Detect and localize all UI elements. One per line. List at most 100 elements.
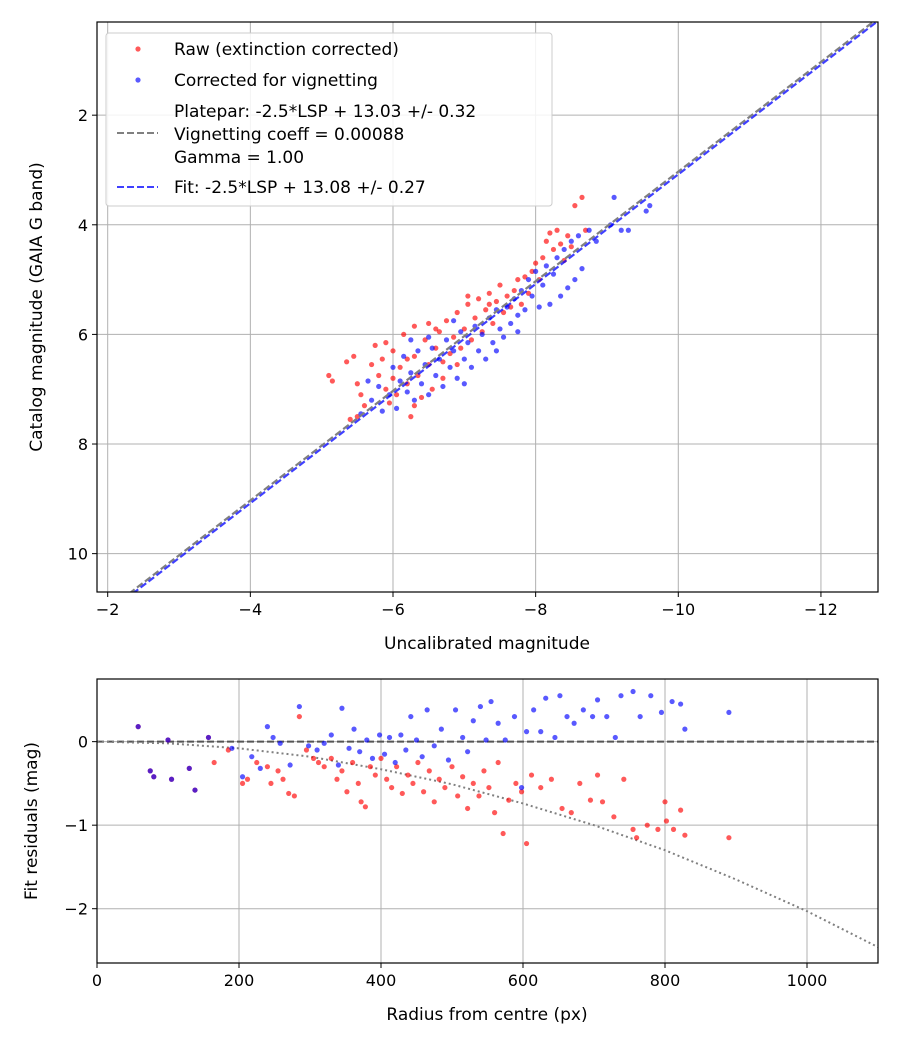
top-series-1-point	[433, 372, 439, 379]
top-series-1-point	[515, 329, 521, 335]
top-series-0-point	[522, 274, 528, 280]
legend-box	[105, 32, 553, 207]
top-series-0-point	[465, 301, 471, 307]
bottom-series-0-point	[460, 774, 466, 780]
top-series-0-point	[533, 260, 539, 266]
top-series-0-point	[433, 345, 439, 351]
top-series-0-point	[461, 326, 467, 332]
bottom-series-0-point	[486, 784, 492, 791]
bottom-series-1-point	[477, 703, 483, 710]
top-series-0-point	[454, 309, 460, 316]
top-series-1-point	[547, 301, 553, 307]
bottom-series-0-point	[389, 784, 395, 791]
top-series-0-point	[515, 276, 521, 283]
top-x-tick-label: −10	[661, 600, 695, 619]
top-series-1-point	[458, 329, 464, 335]
bottom-series-0-point	[513, 780, 519, 787]
top-series-1-point	[429, 345, 435, 351]
top-series-1-point	[493, 348, 500, 354]
bottom-x-tick-label: 0	[92, 971, 102, 990]
bottom-series-0-point	[211, 759, 217, 766]
bottom-series-0-point	[455, 793, 461, 799]
bottom-series-1-point	[270, 734, 276, 741]
bottom-series-0-point	[548, 776, 555, 782]
bottom-series-0-point	[358, 799, 364, 805]
bottom-series-1-point	[538, 729, 544, 735]
bottom-series-1-point	[229, 745, 235, 751]
bottom-plot-area	[97, 688, 878, 949]
top-series-0-point	[547, 230, 553, 236]
top-series-1-point	[368, 397, 375, 403]
top-series-1-point	[408, 337, 414, 343]
bottom-series-1-point	[357, 749, 363, 755]
top-series-1-point	[525, 276, 532, 283]
top-series-0-point	[465, 293, 471, 299]
bottom-series-0-point	[431, 799, 437, 805]
bottom-series-1-point	[328, 732, 334, 738]
bottom-series-0-point	[634, 835, 640, 841]
bottom-series-1-point	[151, 774, 157, 780]
bottom-series-1-point	[239, 774, 246, 780]
bottom-series-1-point	[165, 737, 171, 743]
top-series-1-point	[565, 285, 571, 291]
top-series-1-point	[579, 266, 585, 272]
bottom-series-1-point	[658, 709, 665, 716]
bottom-series-0-point	[339, 768, 345, 774]
top-series-0-point	[426, 320, 432, 327]
bottom-series-0-point	[355, 780, 361, 787]
top-x-tick-label: −12	[804, 600, 838, 619]
top-x-tick-label: −8	[524, 600, 548, 619]
bottom-series-0-point	[291, 793, 297, 799]
top-series-1-point	[479, 331, 485, 338]
top-series-1-point	[508, 320, 514, 327]
bottom-series-0-point	[254, 759, 260, 766]
bottom-series-1-point	[408, 713, 414, 720]
bottom-series-0-point	[421, 789, 427, 795]
top-y-tick-label: 4	[78, 216, 88, 235]
bottom-series-0-point	[334, 776, 340, 782]
bottom-x-tick-label: 800	[650, 971, 681, 990]
top-series-1-point	[415, 348, 421, 354]
top-series-0-point	[383, 386, 389, 392]
bottom-series-1-point	[413, 737, 420, 743]
bottom-series-1-point	[398, 732, 404, 738]
top-series-1-point	[475, 348, 482, 354]
top-series-0-point	[347, 416, 353, 422]
bottom-series-0-point	[476, 793, 482, 799]
bottom-series-0-point	[362, 804, 368, 810]
bottom-series-1-point	[135, 724, 141, 730]
bottom-series-0-point	[470, 780, 476, 787]
bottom-series-1-point	[612, 734, 618, 741]
bottom-series-0-point	[630, 826, 636, 832]
bottom-series-0-point	[678, 807, 684, 813]
bottom-series-1-point	[339, 705, 345, 711]
top-y-axis-label: Catalog magnitude (GAIA G band)	[27, 162, 47, 452]
top-y-tick-label: 2	[78, 106, 88, 125]
bottom-series-1-point	[669, 698, 675, 705]
bottom-series-1-point	[580, 707, 586, 713]
bottom-series-1-point	[552, 734, 558, 741]
top-series-3-line	[132, 22, 878, 592]
top-series-0-point	[376, 372, 382, 379]
top-series-0-point	[326, 372, 332, 379]
bottom-series-1-point	[264, 724, 270, 730]
bottom-series-0-point	[310, 755, 317, 761]
top-series-0-point	[383, 340, 389, 346]
top-series-1-point	[404, 389, 410, 395]
top-chart: −2 −4 −6 −8 −10 −12 2 4 6 8 10 Uncalibrated magnit…	[27, 21, 879, 654]
bottom-series-1-point	[594, 697, 601, 703]
top-series-1-point	[500, 334, 507, 340]
bottom-series-1-point	[630, 688, 636, 695]
top-series-0-point	[508, 304, 514, 310]
bottom-series-1-point	[495, 720, 501, 726]
bottom-series-0-point	[662, 799, 668, 805]
top-series-1-point	[461, 356, 467, 362]
top-series-1-point	[593, 238, 599, 244]
top-series-0-point	[440, 359, 446, 365]
top-series-1-point	[490, 340, 496, 346]
top-series-1-point	[397, 378, 403, 384]
top-series-0-point	[497, 282, 503, 288]
top-series-1-point	[533, 268, 539, 274]
top-axes-frame	[96, 21, 879, 593]
bottom-series-1-point	[296, 703, 302, 710]
